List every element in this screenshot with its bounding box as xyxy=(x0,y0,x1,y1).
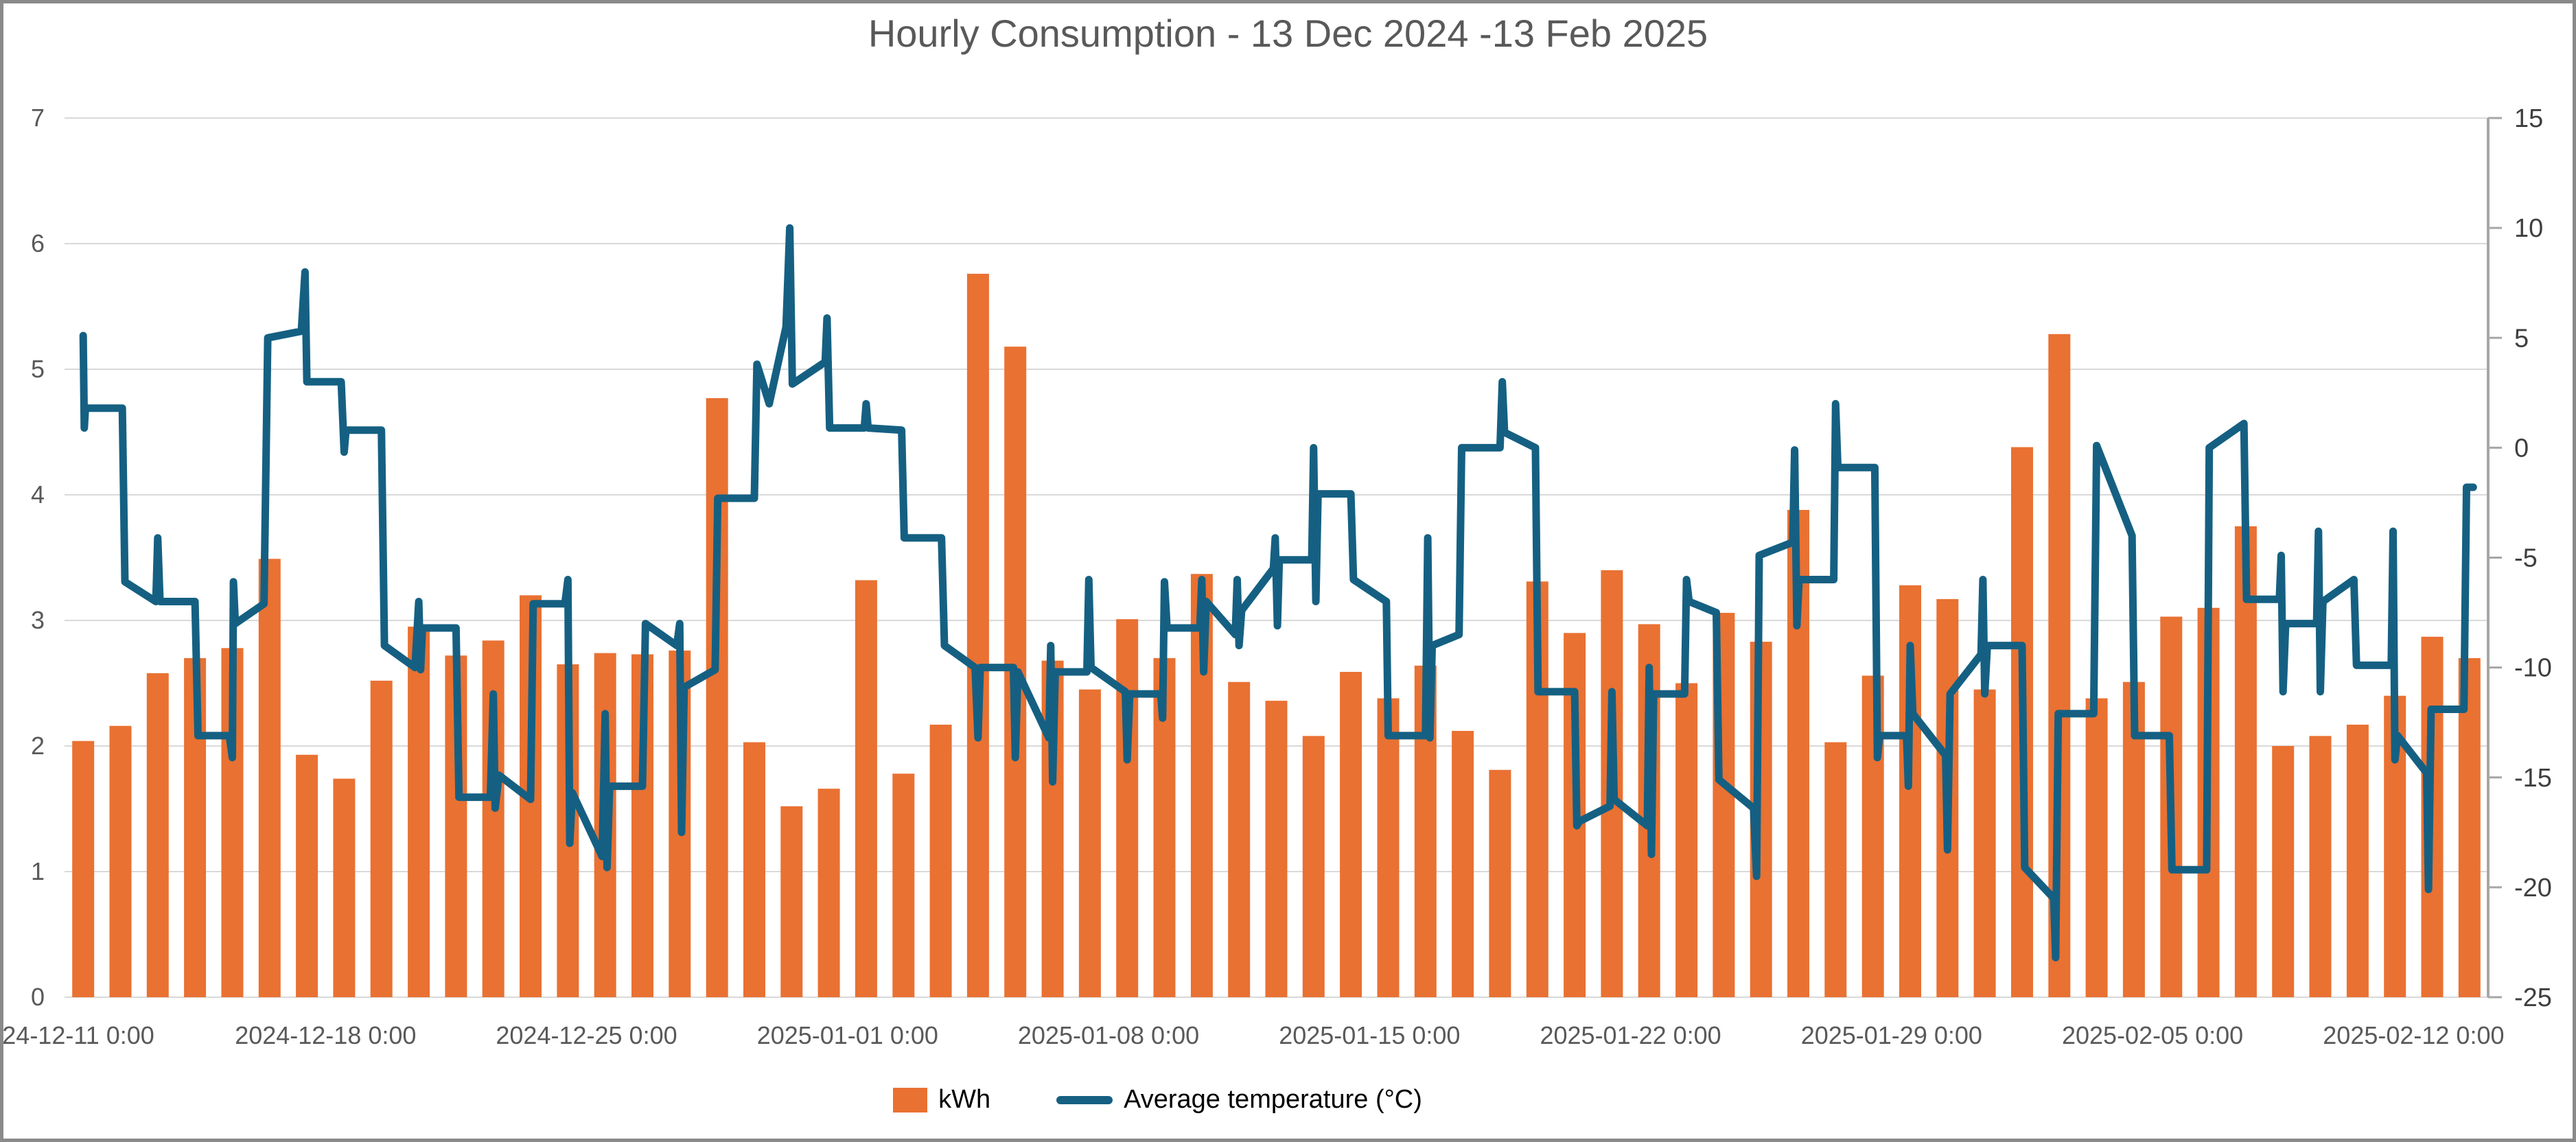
legend-item-kwh: kWh xyxy=(893,1085,990,1115)
kwh-bar xyxy=(1340,672,1362,997)
kwh-bar xyxy=(817,789,840,997)
x-axis-tick-label: 2025-01-08 0:00 xyxy=(1018,1021,1199,1049)
left-axis-tick-label: 2 xyxy=(31,732,45,760)
kwh-bar xyxy=(2309,736,2332,997)
kwh-bar xyxy=(1116,619,1139,997)
kwh-bar xyxy=(1452,731,1474,997)
kwh-bar xyxy=(2458,657,2481,997)
x-axis-tick-label: 2024-12-18 0:00 xyxy=(235,1021,416,1049)
kwh-bar xyxy=(296,754,318,997)
x-axis-tick-label: 2025-02-12 0:00 xyxy=(2323,1021,2504,1049)
chart-title: Hourly Consumption - 13 Dec 2024 -13 Feb… xyxy=(868,12,1708,55)
x-axis-tick-label: 2024-12-25 0:00 xyxy=(496,1021,677,1049)
right-axis-tick-label: -20 xyxy=(2514,874,2552,902)
kwh-bar xyxy=(2346,724,2369,997)
kwh-bar xyxy=(72,741,95,997)
x-axis-tick-label: 2025-01-22 0:00 xyxy=(1540,1021,1721,1049)
legend: kWh Average temperature (°C) xyxy=(3,1085,2442,1115)
left-axis-tick-label: 7 xyxy=(31,104,45,132)
kwh-bar xyxy=(408,627,430,997)
kwh-bar xyxy=(855,580,877,997)
temperature-line-swatch-icon xyxy=(1056,1095,1113,1104)
right-axis-tick-label: -5 xyxy=(2514,544,2538,573)
kwh-bar xyxy=(1078,689,1101,997)
right-axis-tick-label: -25 xyxy=(2514,983,2552,1012)
left-axis-tick-label: 5 xyxy=(31,355,45,383)
kwh-bar xyxy=(1302,736,1325,997)
right-axis-tick-label: -10 xyxy=(2514,654,2552,683)
x-axis-tick-label: 2025-01-15 0:00 xyxy=(1279,1021,1460,1049)
left-axis-tick-label: 1 xyxy=(31,857,45,885)
kwh-bar xyxy=(258,559,281,997)
kwh-bar xyxy=(1489,769,1511,997)
x-axis-tick-label: 2024-12-11 0:00 xyxy=(3,1021,154,1049)
right-axis-tick-label: 5 xyxy=(2514,324,2529,353)
x-axis-tick-label: 2025-01-29 0:00 xyxy=(1801,1021,1982,1049)
kwh-bar xyxy=(706,398,728,997)
kwh-bar xyxy=(146,673,169,997)
kwh-bar xyxy=(1675,683,1698,997)
left-axis-tick-label: 6 xyxy=(31,229,45,257)
kwh-bar xyxy=(2085,698,2108,997)
right-axis-tick-label: 15 xyxy=(2514,104,2543,133)
plot-area: -25 -20 -15 -10 -5 0 5 10 15 0 1 2 3 4 5 6 7 2024-12-11 0… xyxy=(3,104,2552,1049)
left-axis-tick-label: 0 xyxy=(31,983,45,1011)
kwh-bar xyxy=(929,724,952,997)
left-axis-tick-label: 3 xyxy=(31,606,45,634)
kwh-bar xyxy=(1824,742,1847,997)
kwh-bar xyxy=(743,742,765,997)
kwh-bar-swatch-icon xyxy=(893,1087,928,1112)
x-axis-tick-label: 2025-02-05 0:00 xyxy=(2062,1021,2243,1049)
kwh-bar xyxy=(1973,689,1996,997)
kwh-bar xyxy=(780,806,803,997)
kwh-bar xyxy=(370,680,393,997)
right-axis-tick-label: 0 xyxy=(2514,434,2529,463)
legend-label-kwh: kWh xyxy=(938,1085,991,1114)
right-axis-tick-label: -15 xyxy=(2514,764,2552,793)
right-axis-tick-label: 10 xyxy=(2514,214,2543,243)
kwh-bar xyxy=(1265,701,1288,997)
kwh-bar xyxy=(1377,698,1400,997)
left-axis-tick-label: 4 xyxy=(31,480,45,509)
kwh-bar xyxy=(2272,746,2295,997)
kwh-bar xyxy=(2234,526,2257,998)
temperature-line xyxy=(79,224,2477,962)
kwh-bar xyxy=(333,778,356,997)
kwh-bar xyxy=(109,725,132,997)
kwh-bar xyxy=(966,273,989,997)
kwh-bar xyxy=(892,773,915,997)
x-axis-tick-label: 2025-01-01 0:00 xyxy=(757,1021,938,1049)
kwh-bar xyxy=(1228,681,1251,997)
legend-item-temperature: Average temperature (°C) xyxy=(1056,1085,1422,1115)
legend-label-temperature: Average temperature (°C) xyxy=(1124,1085,1422,1114)
